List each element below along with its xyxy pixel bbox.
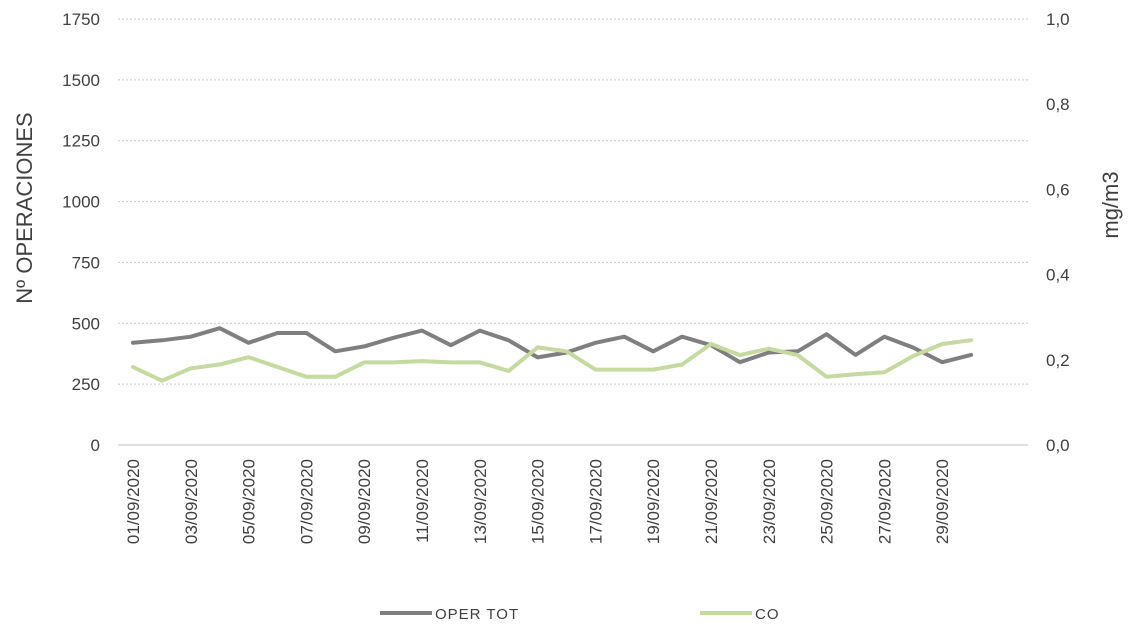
x-tick-label: 19/09/2020 (644, 459, 663, 544)
left-y-axis-title: Nº OPERACIONES (12, 112, 37, 303)
legend-label: CO (755, 606, 780, 623)
right-y-tick-label: 0,0 (1046, 436, 1070, 455)
right-y-axis-title: mg/m3 (1098, 171, 1123, 238)
x-axis-ticks: 01/09/2020 03/09/2020 05/09/2020 07/09/2020… (124, 459, 952, 544)
left-y-tick-label: 0 (91, 436, 100, 455)
right-y-tick-label: 1,0 (1046, 10, 1070, 29)
x-tick-label: 25/09/2020 (818, 459, 837, 544)
left-y-tick-label: 1500 (62, 71, 100, 90)
right-y-tick-label: 0,8 (1046, 95, 1070, 114)
left-y-tick-label: 750 (72, 253, 100, 272)
left-y-tick-label: 1750 (62, 10, 100, 29)
right-y-axis-ticks: 0,0 0,2 0,4 0,6 0,8 1,0 (1046, 10, 1070, 455)
x-tick-label: 17/09/2020 (586, 459, 605, 544)
x-tick-label: 09/09/2020 (355, 459, 374, 544)
left-y-tick-label: 1000 (62, 193, 100, 212)
left-y-axis-ticks: 0 250 500 750 1000 1250 1500 1750 (62, 10, 100, 455)
x-tick-label: 03/09/2020 (182, 459, 201, 544)
left-y-tick-label: 250 (72, 375, 100, 394)
right-y-tick-label: 0,2 (1046, 351, 1070, 370)
x-tick-label: 15/09/2020 (529, 459, 548, 544)
series-lines (131, 326, 974, 383)
x-tick-label: 05/09/2020 (240, 459, 259, 544)
series-line-oper-tot (131, 326, 974, 365)
right-y-tick-label: 0,4 (1046, 266, 1070, 285)
x-tick-label: 11/09/2020 (413, 459, 432, 543)
x-tick-label: 07/09/2020 (297, 459, 316, 544)
left-y-tick-label: 1250 (62, 132, 100, 151)
legend-label: OPER TOT (435, 606, 519, 623)
x-tick-label: 29/09/2020 (933, 459, 952, 544)
x-tick-label: 01/09/2020 (124, 459, 143, 544)
right-y-tick-label: 0,6 (1046, 180, 1070, 199)
x-tick-label: 23/09/2020 (760, 459, 779, 544)
legend: OPER TOT CO (380, 606, 780, 623)
x-tick-label: 27/09/2020 (875, 459, 894, 544)
left-y-tick-label: 500 (72, 314, 100, 333)
series-line-co (131, 338, 974, 383)
grid-lines (118, 18, 1028, 446)
x-tick-label: 13/09/2020 (471, 459, 490, 544)
x-tick-label: 21/09/2020 (702, 459, 721, 544)
